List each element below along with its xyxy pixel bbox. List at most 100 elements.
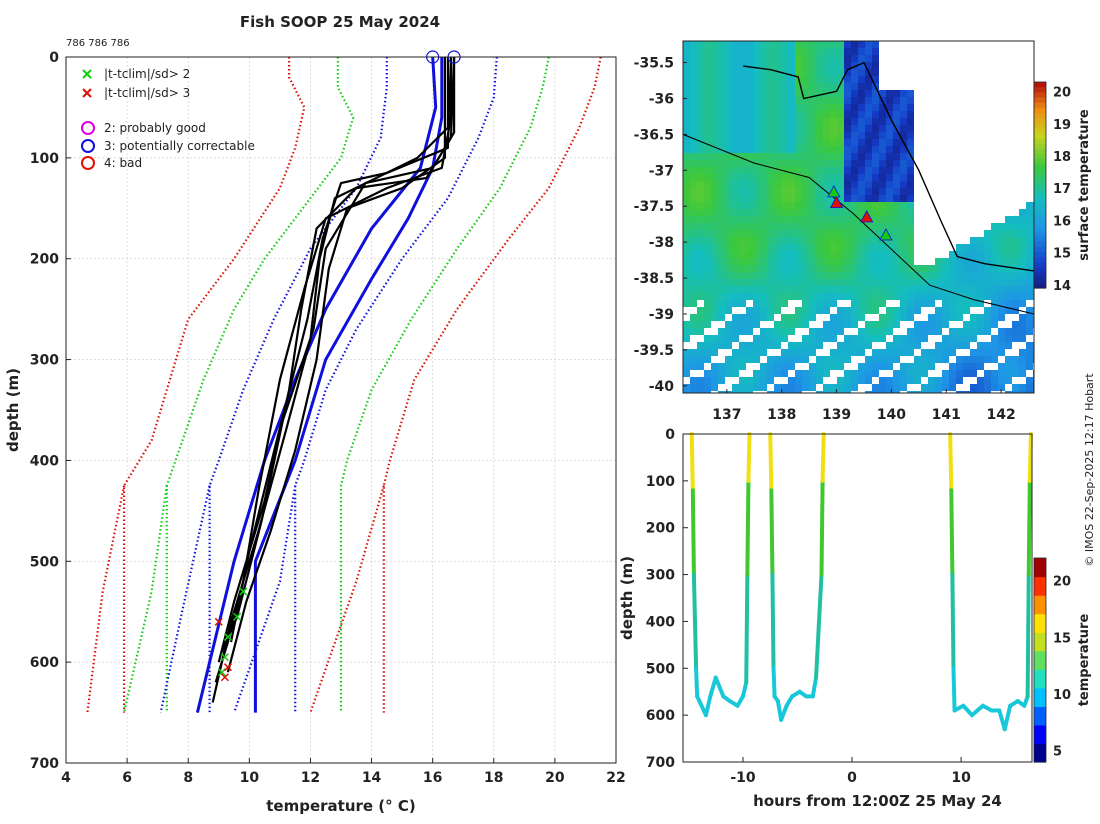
sst-cell [872, 55, 879, 62]
sst-cell [949, 265, 956, 272]
sst-cell [753, 83, 760, 90]
sst-cell [872, 307, 879, 314]
temp-colorbar-label: temperature [1077, 614, 1092, 707]
sst-cell [739, 111, 746, 118]
sst-cell [886, 307, 893, 314]
sst-cell [956, 251, 963, 258]
sst-cell [690, 139, 697, 146]
sst-cell [844, 230, 851, 237]
sst-cell [732, 286, 739, 293]
sst-cell [851, 258, 858, 265]
sst-cell [956, 328, 963, 335]
sst-cell [886, 272, 893, 279]
sst-cell [914, 335, 921, 342]
sst-cell [760, 83, 767, 90]
sst-cell [928, 321, 935, 328]
sst-cell [886, 230, 893, 237]
sst-cell [774, 384, 781, 391]
sst-cell [809, 195, 816, 202]
sst-cell [830, 174, 837, 181]
sst-cell [879, 216, 886, 223]
map-x-tick-label: 142 [986, 407, 1015, 423]
sst-cell [886, 188, 893, 195]
sst-cell [956, 370, 963, 377]
sst-cell [795, 55, 802, 62]
sst-cell [921, 272, 928, 279]
sst-cell [690, 258, 697, 265]
sst-cell [949, 377, 956, 384]
sst-cell [921, 328, 928, 335]
sst-cell [802, 202, 809, 209]
sst-cell [998, 244, 1005, 251]
sst-cell [697, 202, 704, 209]
sst-cell [858, 363, 865, 370]
sst-cell [802, 286, 809, 293]
sst-cell [788, 342, 795, 349]
sst-cell [767, 279, 774, 286]
colorbar-label: surface temperature [1077, 109, 1092, 261]
sst-cell [886, 314, 893, 321]
sst-cell [865, 300, 872, 307]
sst-cell [718, 188, 725, 195]
sst-cell [704, 244, 711, 251]
sst-cell [795, 321, 802, 328]
sst-cell [851, 139, 858, 146]
sst-cell [907, 104, 914, 111]
sst-cell [851, 230, 858, 237]
sst-cell [935, 391, 942, 393]
sst-cell [837, 62, 844, 69]
sst-cell [858, 104, 865, 111]
sst-cell [781, 230, 788, 237]
sst-cell [788, 223, 795, 230]
sst-cell [1019, 251, 1026, 258]
sst-cell [732, 363, 739, 370]
climatology-line-blue-outer [159, 485, 211, 713]
sst-cell [844, 118, 851, 125]
sst-cell [837, 237, 844, 244]
sst-cell [739, 48, 746, 55]
sst-cell [998, 279, 1005, 286]
x-tick-label: 8 [183, 770, 193, 786]
sst-cell [739, 90, 746, 97]
sst-cell [830, 286, 837, 293]
sst-cell [893, 258, 900, 265]
sst-cell [984, 384, 991, 391]
sst-cell [802, 160, 809, 167]
colorbar-segment [1034, 246, 1046, 253]
sst-cell [998, 237, 1005, 244]
sst-cell [739, 76, 746, 83]
sst-cell [893, 209, 900, 216]
sst-cell [683, 216, 690, 223]
sst-cell [774, 181, 781, 188]
sst-cell [900, 237, 907, 244]
sst-cell [774, 223, 781, 230]
sst-cell [697, 307, 704, 314]
sst-cell [837, 69, 844, 76]
sst-cell [725, 307, 732, 314]
sst-cell [844, 237, 851, 244]
sst-cell [907, 293, 914, 300]
map-y-tick-label: -38 [649, 235, 674, 251]
sst-cell [690, 83, 697, 90]
sst-cell [732, 153, 739, 160]
sst-cell [900, 153, 907, 160]
sst-cell [739, 265, 746, 272]
sst-cell [718, 167, 725, 174]
sst-cell [970, 356, 977, 363]
sst-cell [914, 321, 921, 328]
time-plot-area [683, 434, 1032, 762]
sst-cell [809, 265, 816, 272]
sst-cell [781, 41, 788, 48]
sst-cell [963, 321, 970, 328]
sst-cell [1012, 237, 1019, 244]
sst-cell [872, 111, 879, 118]
sst-cell [809, 174, 816, 181]
sst-cell [697, 391, 704, 393]
sst-cell [1019, 349, 1026, 356]
sst-cell [746, 125, 753, 132]
sst-cell [725, 76, 732, 83]
sst-cell [830, 335, 837, 342]
sst-cell [711, 139, 718, 146]
sst-cell [830, 83, 837, 90]
sst-cell [746, 111, 753, 118]
